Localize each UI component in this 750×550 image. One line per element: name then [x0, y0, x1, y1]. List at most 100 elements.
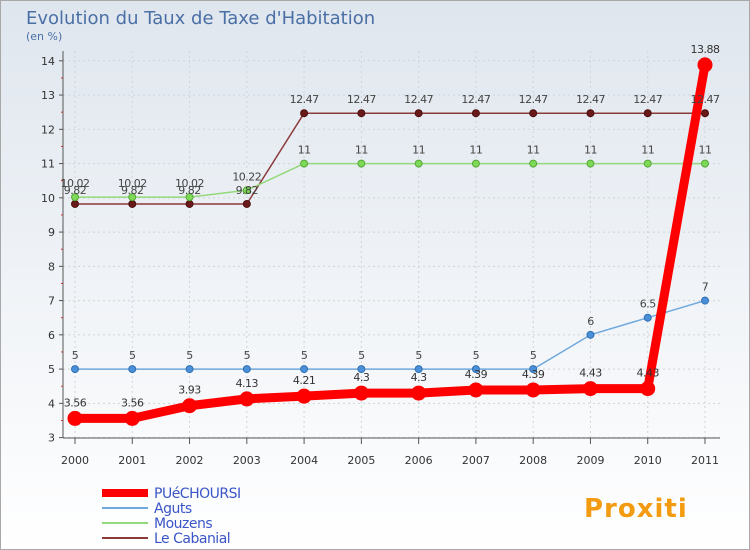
data-labels: 9.82 9.82 9.82 9.82 12.47 12.47 12.47 12.47 12.4… [61, 43, 721, 410]
data-label-puechoursi: 3.93 [178, 384, 201, 397]
data-label-puechoursi: 3.56 [64, 396, 87, 409]
data-label-aguts: 5 [358, 349, 365, 362]
data-label-le-cabanial: 12.47 [519, 93, 548, 106]
data-point-aguts [529, 365, 538, 374]
data-point-le-cabanial [701, 109, 709, 118]
data-point-puechoursi [239, 391, 255, 407]
data-point-mouzens [300, 159, 309, 168]
x-tick-label: 2005 [347, 454, 375, 467]
data-label-aguts: 6 [587, 315, 594, 328]
x-tick-label: 2008 [519, 454, 547, 467]
data-label-mouzens: 10.02 [61, 177, 90, 190]
y-tick-label: 3 [48, 432, 55, 445]
data-point-aguts [701, 296, 709, 305]
data-label-le-cabanial: 9.82 [64, 184, 87, 197]
x-tick-label: 2003 [233, 454, 261, 467]
y-tick-label: 8 [48, 260, 55, 273]
data-point-le-cabanial [586, 109, 595, 118]
data-label-le-cabanial: 12.47 [347, 93, 376, 106]
legend-label-le-cabanial: Le Cabanial [154, 531, 230, 547]
data-label-aguts: 5 [129, 349, 136, 362]
data-label-puechoursi: 4.3 [411, 371, 427, 384]
axes [59, 51, 720, 444]
x-tick-label: 2004 [290, 454, 318, 467]
series-line-le-cabanial [74, 112, 706, 205]
data-point-le-cabanial [414, 109, 423, 118]
y-axis-label: (en %) [26, 30, 62, 43]
data-label-aguts: 5 [473, 349, 480, 362]
data-point-le-cabanial [471, 109, 480, 118]
data-point-puechoursi [296, 388, 312, 404]
chart-title: Evolution du Taux de Taxe d'Habitation [26, 8, 375, 29]
y-tick-label: 9 [48, 226, 55, 239]
series-line-mouzens [74, 162, 706, 198]
legend-label-puechoursi: PUéCHOURSI [154, 486, 241, 502]
data-label-mouzens: 11 [641, 144, 654, 157]
y-tick-label: 11 [41, 158, 55, 171]
y-tick-label: 13 [41, 89, 55, 102]
data-label-puechoursi: 3.56 [121, 396, 144, 409]
data-point-le-cabanial [128, 199, 137, 208]
data-label-aguts: 5 [415, 349, 422, 362]
data-point-le-cabanial [529, 109, 538, 118]
data-point-aguts [71, 365, 79, 374]
data-point-mouzens [529, 159, 538, 168]
x-tick-label: 2002 [176, 454, 204, 467]
x-tick-labels: 2000 2001 2002 2003 2004 2005 2006 2007 2008 2009… [61, 454, 719, 467]
data-point-aguts [128, 365, 137, 374]
data-point-puechoursi [468, 382, 484, 398]
x-tick-label: 2009 [576, 454, 604, 467]
y-tick-label: 12 [41, 123, 55, 136]
data-label-le-cabanial: 12.47 [633, 93, 662, 106]
x-tick-label: 2006 [405, 454, 433, 467]
data-label-aguts: 5 [186, 349, 193, 362]
logo-text: Proxiti [584, 494, 688, 524]
data-point-le-cabanial [300, 109, 309, 118]
data-point-puechoursi [67, 410, 83, 426]
data-label-puechoursi: 13.88 [691, 43, 720, 56]
y-tick-labels: 3 4 5 6 7 8 9 10 11 12 13 14 [41, 55, 55, 445]
y-tick-label: 6 [48, 329, 55, 342]
data-point-puechoursi [697, 57, 713, 73]
legend-label-mouzens: Mouzens [154, 516, 212, 532]
data-label-aguts: 7 [702, 281, 709, 294]
data-point-mouzens [128, 193, 137, 202]
data-point-aguts [586, 330, 595, 339]
data-label-puechoursi: 4.3 [353, 371, 369, 384]
data-label-aguts: 5 [301, 349, 308, 362]
data-label-puechoursi: 4.39 [465, 368, 488, 381]
x-tick-label: 2010 [634, 454, 662, 467]
data-label-le-cabanial: 9.82 [236, 184, 259, 197]
data-point-mouzens [185, 193, 194, 202]
data-label-mouzens: 11 [412, 144, 425, 157]
data-label-mouzens: 11 [584, 144, 597, 157]
x-tick-label: 2001 [118, 454, 146, 467]
y-tick-label: 7 [48, 295, 55, 308]
data-point-puechoursi [640, 381, 656, 397]
data-label-aguts: 6.5 [640, 298, 656, 311]
data-point-aguts [414, 365, 423, 374]
data-label-mouzens: 10.02 [118, 177, 147, 190]
data-label-mouzens: 11 [469, 144, 482, 157]
data-label-le-cabanial: 9.82 [178, 184, 201, 197]
legend-label-aguts: Aguts [154, 501, 192, 517]
data-point-aguts [471, 365, 480, 374]
x-tick-label: 2011 [691, 454, 719, 467]
data-point-le-cabanial [242, 199, 251, 208]
y-tick-label: 10 [41, 192, 55, 205]
data-point-mouzens [242, 186, 251, 195]
data-point-puechoursi [353, 385, 369, 401]
data-point-mouzens [414, 159, 423, 168]
data-point-le-cabanial [71, 199, 79, 208]
data-label-le-cabanial: 9.82 [121, 184, 144, 197]
data-label-le-cabanial: 12.47 [691, 93, 720, 106]
data-point-puechoursi [411, 385, 427, 401]
data-point-aguts [300, 365, 309, 374]
data-point-puechoursi [525, 382, 541, 398]
data-label-le-cabanial: 12.47 [461, 93, 490, 106]
data-label-mouzens: 11 [298, 144, 311, 157]
data-point-mouzens [71, 193, 79, 202]
